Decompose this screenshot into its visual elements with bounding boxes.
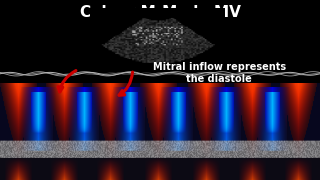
Text: Mitral inflow represents
the diastole: Mitral inflow represents the diastole xyxy=(153,62,286,84)
Text: Colour M-Mode MV: Colour M-Mode MV xyxy=(80,5,240,20)
FancyArrowPatch shape xyxy=(58,71,76,92)
FancyArrowPatch shape xyxy=(119,72,132,95)
